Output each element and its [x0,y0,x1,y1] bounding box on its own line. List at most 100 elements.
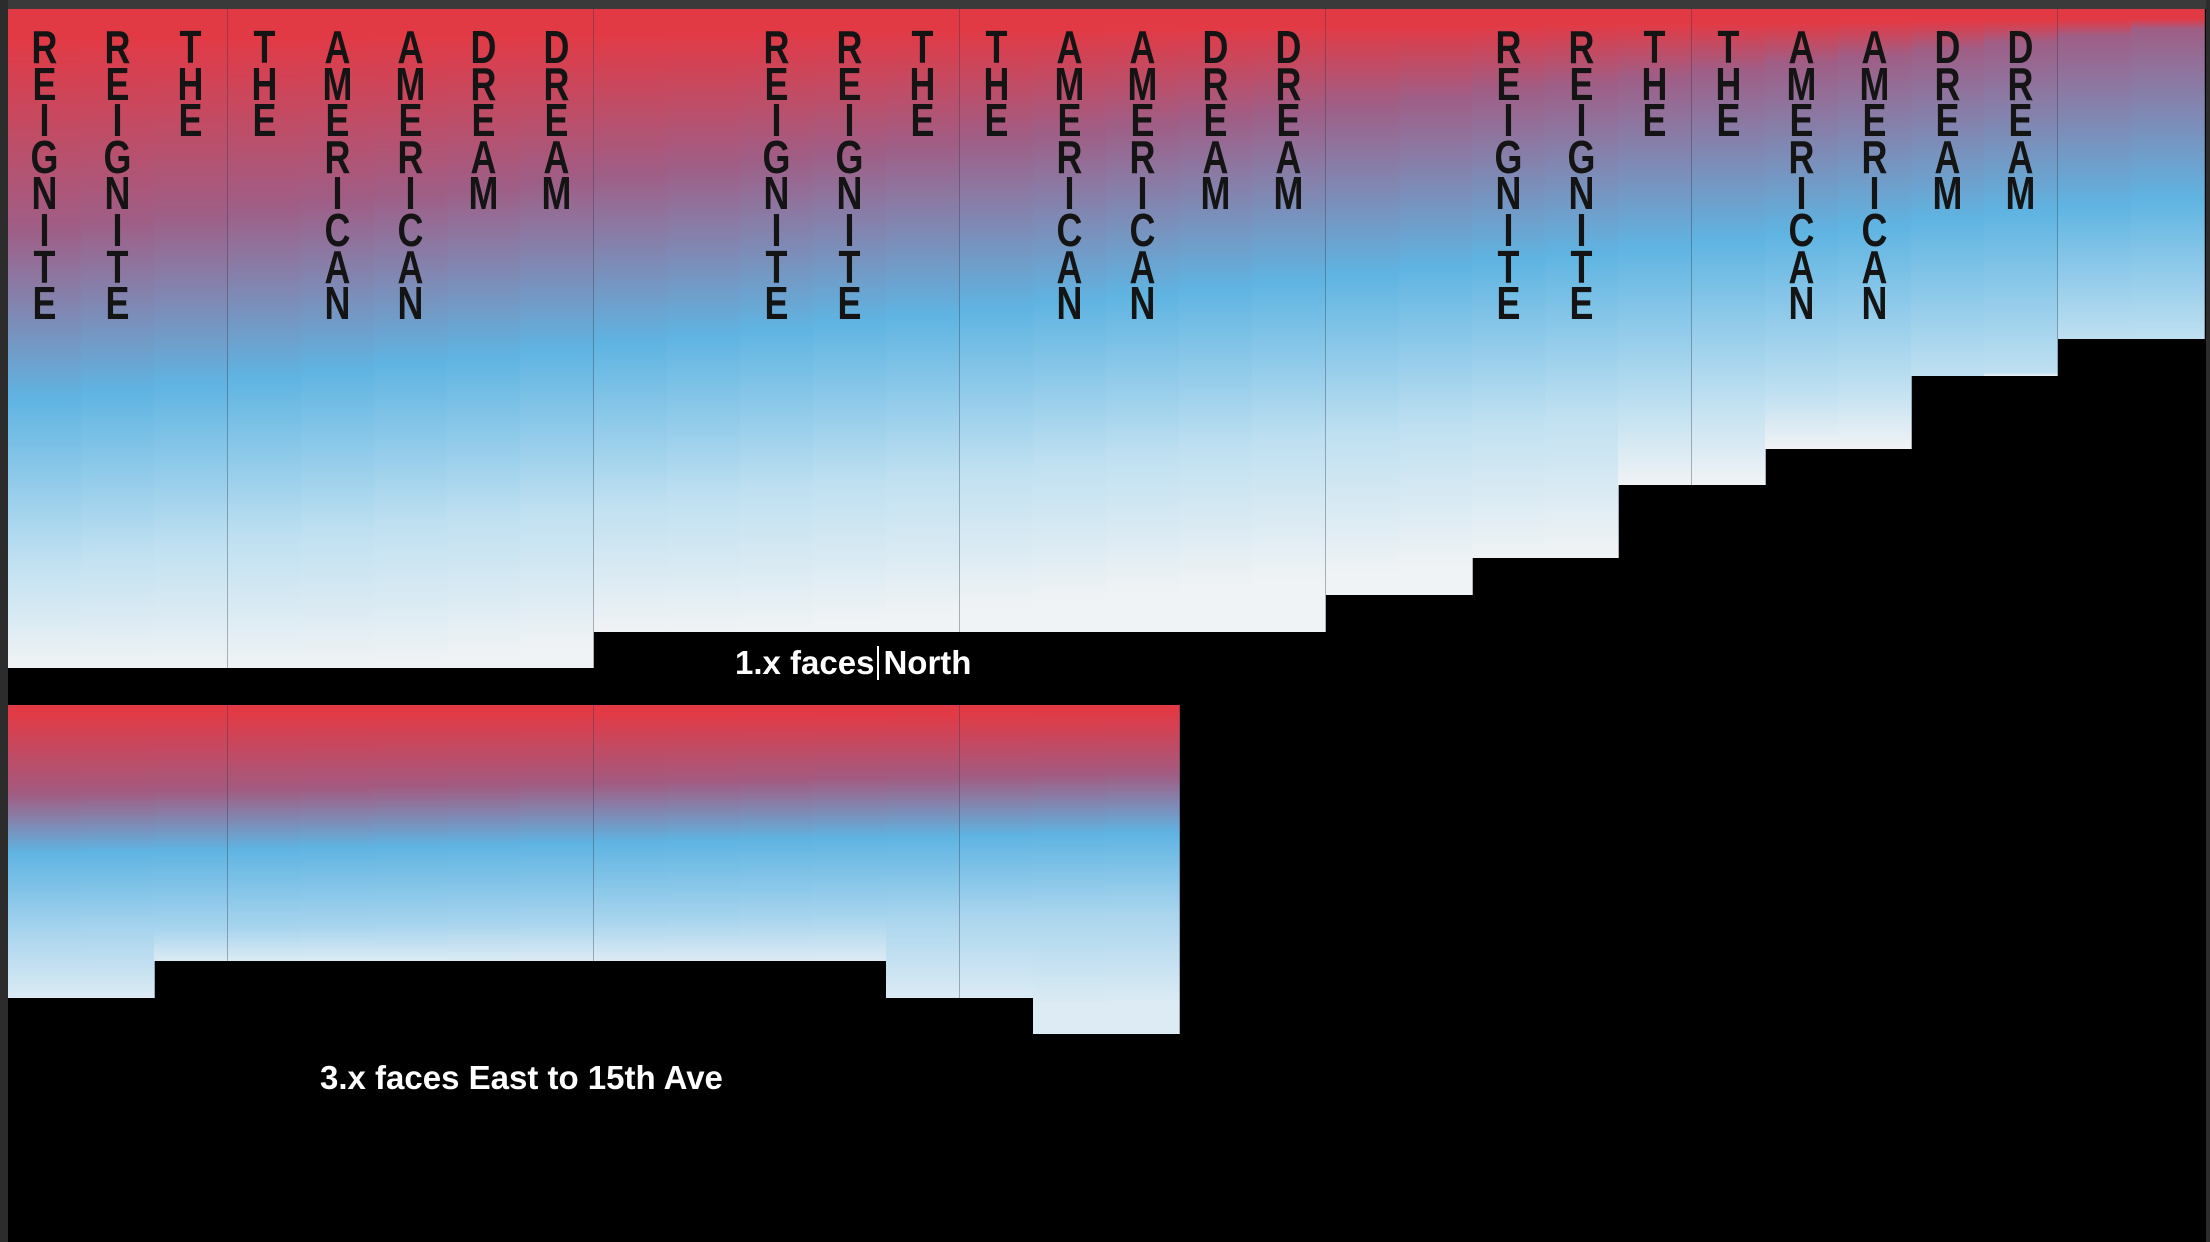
panel-letter: I [771,94,782,147]
panel-letter: I [405,167,416,220]
east-panel [8,705,82,998]
north-panel [2057,9,2132,339]
panel-letter: G [1567,130,1596,183]
east-panel [813,705,888,961]
panel-letter: T [765,240,788,293]
panel-letter: D [1934,21,1961,73]
panel-letter: E [105,57,130,110]
panel-letter: I [1503,203,1514,256]
panel-letter: E [544,94,569,147]
panel-letter: N [836,167,863,220]
panel-letter: H [251,57,278,110]
panel-letter: D [1202,21,1229,73]
panel-letter: D [1275,21,1302,73]
panel-letter: T [1570,240,1593,293]
north-panel [593,9,668,632]
panel-letter: N [1056,277,1083,330]
window-left-border [0,0,8,1242]
east-panel [593,705,668,961]
panel-letter: E [1642,94,1667,147]
panel-letter: R [104,21,131,73]
panel-letter: M [1859,57,1890,110]
panel-letter: N [763,167,790,220]
panel-letter: E [984,94,1009,147]
panel-letter: N [324,277,351,330]
panel-letter: I [844,203,855,256]
panel-letter: N [397,277,424,330]
panel-letter: R [397,130,424,183]
panel-letter: R [1934,57,1961,110]
panel-letter: A [1788,240,1815,293]
panel-letter: T [33,240,56,293]
panel-letter: A [1056,21,1083,73]
panel-letter: T [106,240,129,293]
panel-letter: M [395,57,426,110]
east-panel [1032,705,1107,1034]
east-panel [81,705,156,998]
window-right-border [2206,0,2210,1242]
panel-letter: N [104,167,131,220]
north-panel [1325,9,1400,595]
north-panel [1398,9,1473,595]
caption-divider [877,646,880,680]
panel-letter: R [31,21,58,73]
panel-letter: T [179,21,202,73]
panel-letter: N [1495,167,1522,220]
panel-letter: R [543,57,570,110]
panel-letter: I [39,203,50,256]
panel-letter: I [112,203,123,256]
panel-letter: R [1788,130,1815,183]
panel-letter: N [31,167,58,220]
panel-letter: N [1861,277,1888,330]
panel-letter: E [1716,94,1741,147]
panel-letter: I [39,94,50,147]
panel-letter: A [1056,240,1083,293]
panel-letter: G [835,130,864,183]
panel-letter: C [324,203,351,256]
panel-letter: C [397,203,424,256]
panel-letter: E [1496,277,1521,330]
panel-letter: E [325,94,350,147]
panel-letter: C [1129,203,1156,256]
east-panel [740,705,814,961]
panel-letter: E [1789,94,1814,147]
panel-letter: A [1934,130,1961,183]
panel-letter: T [1643,21,1666,73]
east-panel [959,705,1034,998]
panel-letter: T [253,21,276,73]
panel-letter: A [2007,130,2034,183]
east-panel [666,705,741,961]
panel-letter: A [470,130,497,183]
panel-letter: T [911,21,934,73]
north-caption-part1: 1.x faces [735,644,875,681]
panel-letter: R [2007,57,2034,110]
panel-letter: T [1717,21,1740,73]
panel-letter: D [2007,21,2034,73]
panel-letter: I [1503,94,1514,147]
north-caption: 1.x faces North [735,644,971,682]
east-panel [154,705,229,961]
panel-letter: M [541,167,572,220]
panel-letter: M [1932,167,1963,220]
panel-letter: M [1054,57,1085,110]
panel-letter: M [468,167,499,220]
panel-letter: C [1861,203,1888,256]
panel-letter: G [1494,130,1523,183]
panel-letter: I [1064,167,1075,220]
panel-letter: E [1569,277,1594,330]
